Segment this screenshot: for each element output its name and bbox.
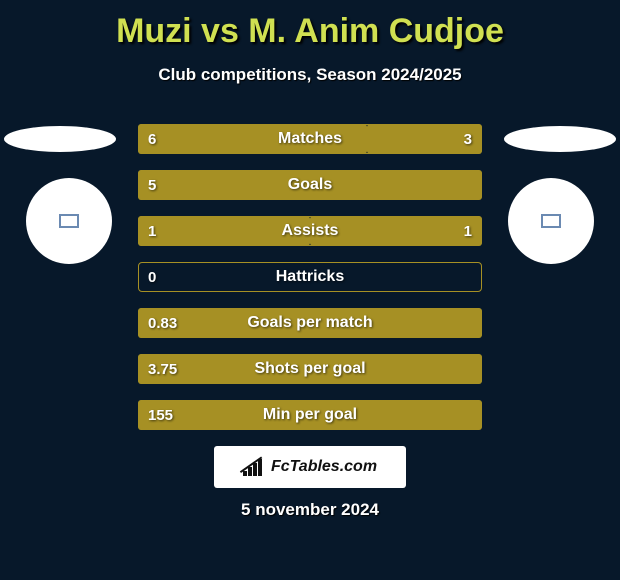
placeholder-icon [59,214,79,228]
logo-chart-icon [243,458,265,476]
left-value: 5 [148,170,156,200]
left-player-oval [4,126,116,152]
right-value: 3 [464,124,472,154]
stat-row: Assists1 1 [138,216,482,246]
stat-row: Shots per goal3.75 [138,354,482,384]
subtitle: Club competitions, Season 2024/2025 [0,65,620,85]
row-label: Min per goal [138,400,482,430]
row-label: Goals [138,170,482,200]
row-label: Shots per goal [138,354,482,384]
stat-row: Goals5 [138,170,482,200]
left-value: 3.75 [148,354,177,384]
left-value: 1 [148,216,156,246]
left-value: 0 [148,262,156,292]
logo: FcTables.com [214,446,406,488]
stat-row: Hattricks0 [138,262,482,292]
stat-row: Goals per match0.83 [138,308,482,338]
date: 5 november 2024 [0,500,620,520]
stat-row: Min per goal155 [138,400,482,430]
row-label: Hattricks [138,262,482,292]
stat-row: Matches6 3 [138,124,482,154]
left-player-badge [26,178,112,264]
right-player-badge [508,178,594,264]
left-value: 0.83 [148,308,177,338]
left-value: 155 [148,400,173,430]
right-player-oval [504,126,616,152]
right-value: 1 [464,216,472,246]
row-label: Matches [138,124,482,154]
row-label: Goals per match [138,308,482,338]
left-value: 6 [148,124,156,154]
comparison-rows: Matches6 3 Goals5 Assists1 1 Hattricks0 Goals … [138,124,482,446]
placeholder-icon [541,214,561,228]
page-title: Muzi vs M. Anim Cudjoe [0,0,620,51]
logo-text: FcTables.com [271,458,377,476]
row-label: Assists [138,216,482,246]
